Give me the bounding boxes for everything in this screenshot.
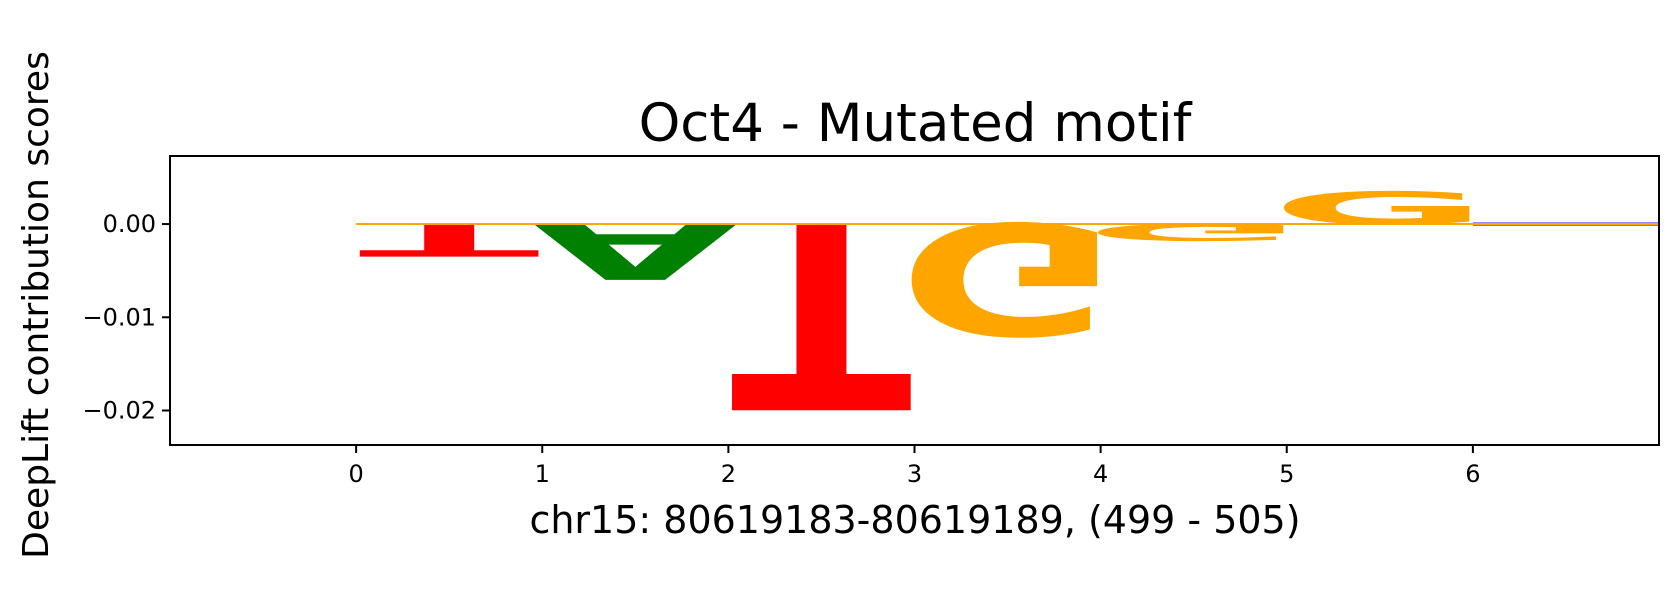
- x-tick-label: 0: [348, 460, 363, 488]
- logo-letter-G: G: [1271, 183, 1489, 235]
- x-tick-label: 3: [907, 460, 922, 488]
- y-tick-label: −0.01: [82, 303, 156, 331]
- y-tick-label: 0.00: [103, 210, 156, 238]
- x-axis-label: chr15: 80619183-80619189, (499 - 505): [529, 498, 1300, 542]
- y-tick-label: −0.02: [82, 397, 156, 425]
- logo-letter-G: G: [898, 187, 1116, 365]
- y-axis-label: DeepLift contribution scores: [16, 51, 57, 559]
- x-tick-label: 2: [721, 460, 736, 488]
- x-tick-label: 4: [1093, 460, 1108, 488]
- logo-letter-A: A: [532, 206, 738, 295]
- y-axis: 0.00 −0.01 −0.02: [82, 210, 170, 425]
- logo-letter-T: T: [359, 214, 540, 266]
- x-tick-label: 5: [1279, 460, 1294, 488]
- x-tick-label: 6: [1465, 460, 1480, 488]
- x-axis: 0 1 2 3 4 5 6: [348, 445, 1481, 488]
- chart-title: Oct4 - Mutated motif: [639, 93, 1193, 154]
- x-tick-label: 1: [535, 460, 550, 488]
- logo-letter-G: G: [1085, 219, 1303, 246]
- logo-letter-T: T: [731, 163, 914, 460]
